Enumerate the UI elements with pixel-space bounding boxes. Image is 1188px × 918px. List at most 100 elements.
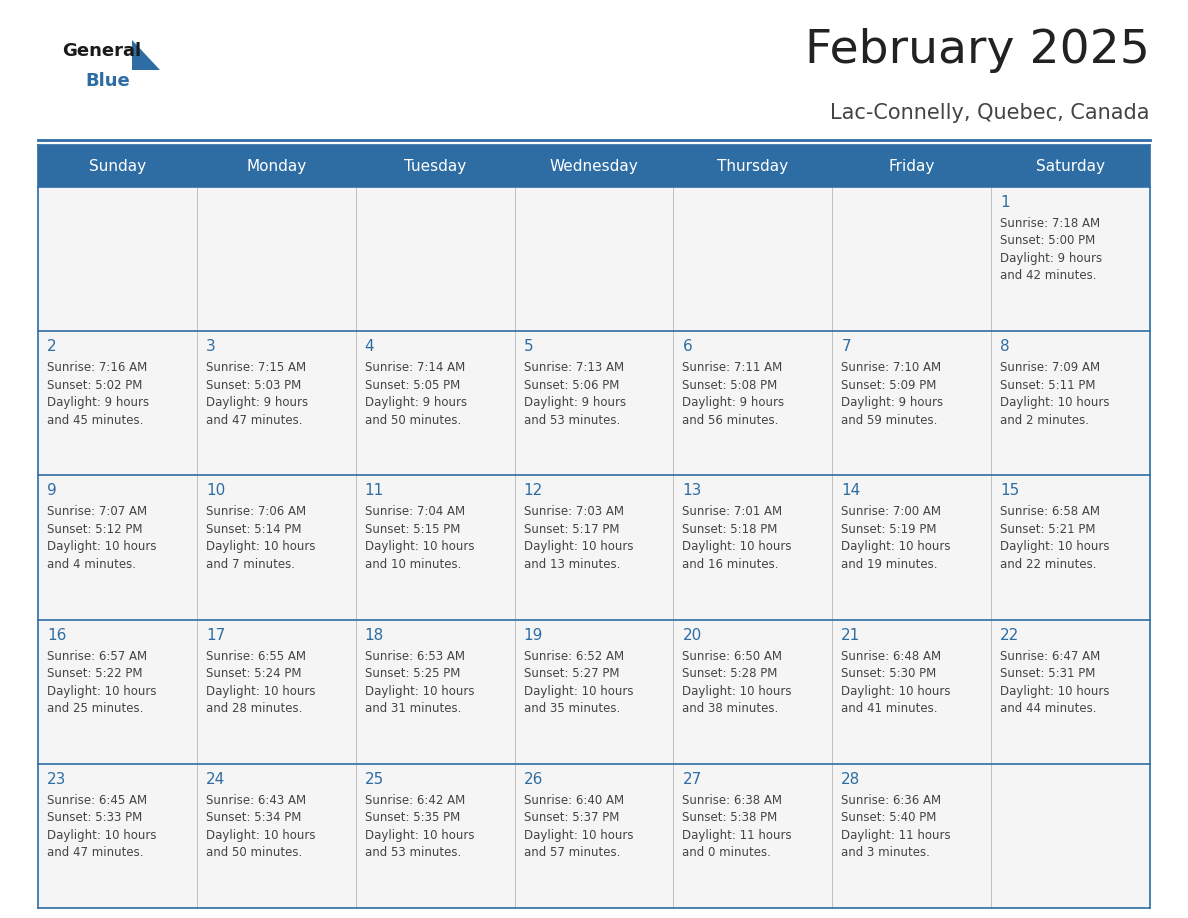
Text: Sunrise: 6:57 AM: Sunrise: 6:57 AM [48, 650, 147, 663]
Text: General: General [62, 42, 141, 60]
Bar [674, 331, 833, 476]
Text: Sunset: 5:00 PM: Sunset: 5:00 PM [1000, 234, 1095, 248]
Text: Sunset: 5:30 PM: Sunset: 5:30 PM [841, 667, 936, 680]
Text: Sunrise: 7:13 AM: Sunrise: 7:13 AM [524, 361, 624, 375]
Text: Sunrise: 7:07 AM: Sunrise: 7:07 AM [48, 506, 147, 519]
Text: Sunset: 5:34 PM: Sunset: 5:34 PM [206, 812, 302, 824]
Text: Sunrise: 6:50 AM: Sunrise: 6:50 AM [682, 650, 783, 663]
Text: and 4 minutes.: and 4 minutes. [48, 558, 135, 571]
Text: 27: 27 [682, 772, 702, 787]
Text: Daylight: 11 hours: Daylight: 11 hours [841, 829, 950, 842]
Bar [991, 764, 1150, 908]
Bar [38, 620, 197, 764]
Bar [197, 187, 355, 331]
Text: Daylight: 10 hours: Daylight: 10 hours [365, 685, 474, 698]
Bar [38, 145, 1150, 187]
Text: Sunrise: 6:52 AM: Sunrise: 6:52 AM [524, 650, 624, 663]
Text: and 19 minutes.: and 19 minutes. [841, 558, 937, 571]
Text: Sunset: 5:33 PM: Sunset: 5:33 PM [48, 812, 143, 824]
Text: Sunset: 5:02 PM: Sunset: 5:02 PM [48, 379, 143, 392]
Text: Sunset: 5:25 PM: Sunset: 5:25 PM [365, 667, 460, 680]
Text: and 50 minutes.: and 50 minutes. [206, 846, 302, 859]
Text: and 0 minutes.: and 0 minutes. [682, 846, 771, 859]
Bar [514, 331, 674, 476]
Text: 7: 7 [841, 339, 851, 354]
Text: and 16 minutes.: and 16 minutes. [682, 558, 779, 571]
Bar [833, 764, 991, 908]
Text: Daylight: 10 hours: Daylight: 10 hours [524, 829, 633, 842]
Text: Tuesday: Tuesday [404, 159, 466, 174]
Text: Sunset: 5:06 PM: Sunset: 5:06 PM [524, 379, 619, 392]
Text: and 7 minutes.: and 7 minutes. [206, 558, 295, 571]
Text: Daylight: 10 hours: Daylight: 10 hours [841, 541, 950, 554]
Text: Sunrise: 6:47 AM: Sunrise: 6:47 AM [1000, 650, 1100, 663]
Text: 17: 17 [206, 628, 225, 643]
Text: 28: 28 [841, 772, 860, 787]
Text: and 47 minutes.: and 47 minutes. [206, 414, 303, 427]
Bar [991, 331, 1150, 476]
Text: Blue: Blue [86, 72, 129, 90]
Text: Monday: Monday [246, 159, 307, 174]
Text: Sunrise: 7:03 AM: Sunrise: 7:03 AM [524, 506, 624, 519]
Text: 3: 3 [206, 339, 215, 354]
Bar [833, 331, 991, 476]
Text: Sunset: 5:22 PM: Sunset: 5:22 PM [48, 667, 143, 680]
Bar [514, 187, 674, 331]
Text: Daylight: 10 hours: Daylight: 10 hours [365, 829, 474, 842]
Text: 2: 2 [48, 339, 57, 354]
Text: 5: 5 [524, 339, 533, 354]
Text: Thursday: Thursday [718, 159, 789, 174]
Text: and 31 minutes.: and 31 minutes. [365, 702, 461, 715]
Text: 22: 22 [1000, 628, 1019, 643]
Text: Daylight: 10 hours: Daylight: 10 hours [682, 685, 792, 698]
Bar [197, 331, 355, 476]
Text: 9: 9 [48, 484, 57, 498]
Bar [674, 187, 833, 331]
Text: 10: 10 [206, 484, 225, 498]
Bar [674, 476, 833, 620]
Text: Sunrise: 7:10 AM: Sunrise: 7:10 AM [841, 361, 941, 375]
Bar [991, 187, 1150, 331]
Bar [38, 476, 197, 620]
Text: and 13 minutes.: and 13 minutes. [524, 558, 620, 571]
Text: Sunrise: 7:18 AM: Sunrise: 7:18 AM [1000, 217, 1100, 230]
Text: Daylight: 10 hours: Daylight: 10 hours [1000, 541, 1110, 554]
Text: and 42 minutes.: and 42 minutes. [1000, 270, 1097, 283]
Text: and 22 minutes.: and 22 minutes. [1000, 558, 1097, 571]
Text: Daylight: 10 hours: Daylight: 10 hours [682, 541, 792, 554]
Text: Sunrise: 6:58 AM: Sunrise: 6:58 AM [1000, 506, 1100, 519]
Bar [833, 476, 991, 620]
Text: and 25 minutes.: and 25 minutes. [48, 702, 144, 715]
Text: 25: 25 [365, 772, 384, 787]
Text: 4: 4 [365, 339, 374, 354]
Bar [833, 620, 991, 764]
Text: 16: 16 [48, 628, 67, 643]
Text: Sunrise: 7:16 AM: Sunrise: 7:16 AM [48, 361, 147, 375]
Text: Sunset: 5:21 PM: Sunset: 5:21 PM [1000, 523, 1095, 536]
Text: Sunset: 5:24 PM: Sunset: 5:24 PM [206, 667, 302, 680]
Text: Daylight: 9 hours: Daylight: 9 hours [48, 397, 150, 409]
Text: 6: 6 [682, 339, 693, 354]
Text: Sunrise: 7:15 AM: Sunrise: 7:15 AM [206, 361, 307, 375]
Text: and 45 minutes.: and 45 minutes. [48, 414, 144, 427]
Text: February 2025: February 2025 [805, 28, 1150, 73]
Text: Daylight: 10 hours: Daylight: 10 hours [48, 541, 157, 554]
Text: Sunrise: 7:11 AM: Sunrise: 7:11 AM [682, 361, 783, 375]
Text: Daylight: 10 hours: Daylight: 10 hours [524, 685, 633, 698]
Text: Daylight: 10 hours: Daylight: 10 hours [524, 541, 633, 554]
Bar [197, 764, 355, 908]
Text: and 35 minutes.: and 35 minutes. [524, 702, 620, 715]
Text: Daylight: 10 hours: Daylight: 10 hours [206, 829, 315, 842]
Text: Sunrise: 6:48 AM: Sunrise: 6:48 AM [841, 650, 941, 663]
Bar [991, 620, 1150, 764]
Text: Sunrise: 6:36 AM: Sunrise: 6:36 AM [841, 794, 941, 807]
Text: Sunset: 5:15 PM: Sunset: 5:15 PM [365, 523, 460, 536]
Text: Sunrise: 7:04 AM: Sunrise: 7:04 AM [365, 506, 465, 519]
Bar [514, 764, 674, 908]
Text: Sunset: 5:35 PM: Sunset: 5:35 PM [365, 812, 460, 824]
Text: Sunrise: 6:42 AM: Sunrise: 6:42 AM [365, 794, 465, 807]
Text: 23: 23 [48, 772, 67, 787]
Text: Sunset: 5:19 PM: Sunset: 5:19 PM [841, 523, 937, 536]
Text: 19: 19 [524, 628, 543, 643]
Text: Sunset: 5:40 PM: Sunset: 5:40 PM [841, 812, 936, 824]
